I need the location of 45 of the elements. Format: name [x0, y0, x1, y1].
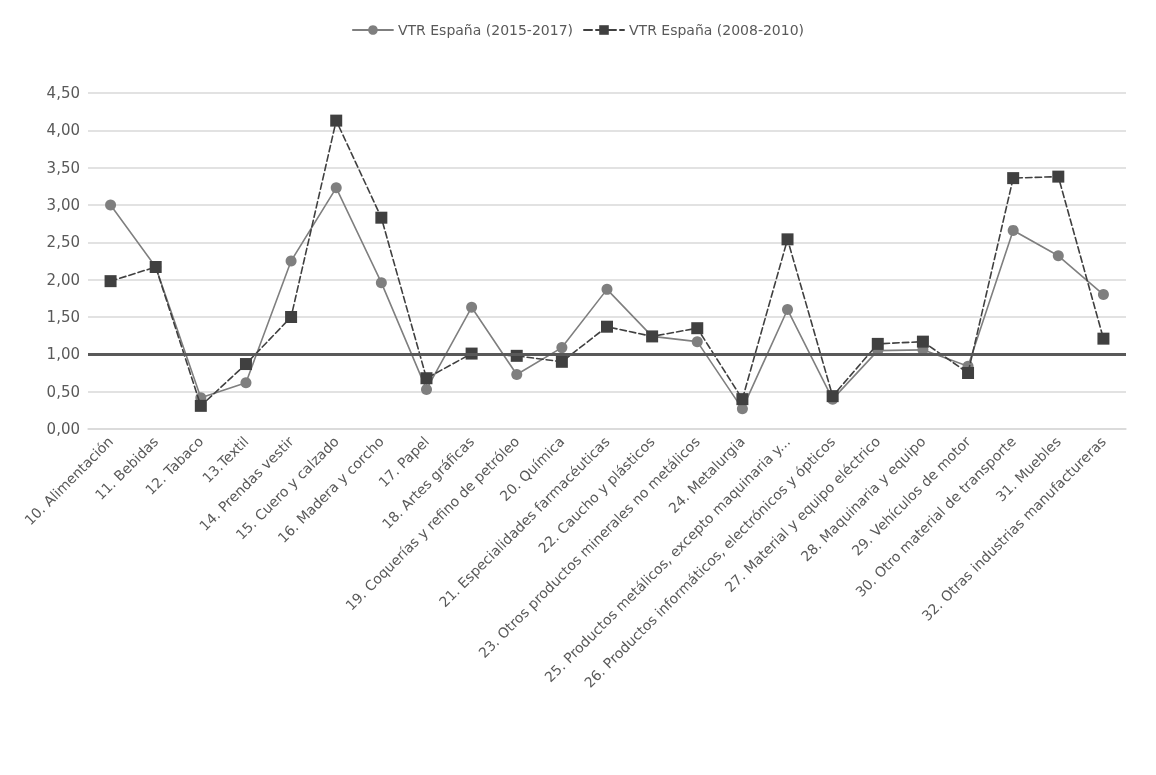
- point: [782, 304, 794, 316]
- point: [691, 322, 704, 335]
- point: [420, 383, 432, 395]
- point: [330, 114, 343, 127]
- y-tick-label: 4,50: [46, 84, 80, 102]
- y-tick-label: 0,00: [46, 420, 80, 438]
- point: [330, 182, 342, 194]
- point: [871, 337, 884, 350]
- point: [1097, 332, 1110, 345]
- point: [1007, 172, 1020, 185]
- point: [916, 335, 929, 348]
- point: [420, 372, 433, 385]
- point: [285, 255, 297, 267]
- point: [601, 320, 613, 333]
- y-tick-label: 2,50: [46, 233, 80, 252]
- point: [1097, 289, 1109, 301]
- point: [555, 355, 568, 368]
- legend-label: VTR España (2015-2017): [397, 22, 574, 38]
- y-tick-label: 3,00: [46, 196, 80, 214]
- point: [466, 301, 478, 313]
- point: [285, 311, 298, 323]
- y-tick-label: 1,00: [46, 345, 80, 364]
- point: [104, 275, 117, 288]
- point: [1052, 250, 1064, 262]
- legend-label: VTR España (2008-2010): [629, 22, 805, 38]
- point: [736, 393, 749, 406]
- point: [556, 342, 568, 354]
- y-tick-label: 0,50: [46, 382, 80, 401]
- point: [1007, 224, 1019, 236]
- point: [105, 199, 117, 211]
- point: [240, 377, 252, 389]
- y-tick-label: 1,50: [46, 308, 80, 326]
- point: [962, 367, 975, 379]
- point: [1052, 170, 1065, 183]
- y-tick-label: 4,00: [46, 121, 80, 140]
- point: [194, 399, 207, 412]
- y-tick-label: 3,50: [46, 158, 80, 177]
- point: [691, 336, 703, 348]
- point: [511, 369, 523, 380]
- point: [601, 283, 613, 295]
- point: [375, 277, 387, 289]
- point: [781, 233, 794, 246]
- point: [239, 358, 252, 371]
- point: [375, 211, 388, 224]
- y-tick-label: 2,00: [46, 270, 80, 289]
